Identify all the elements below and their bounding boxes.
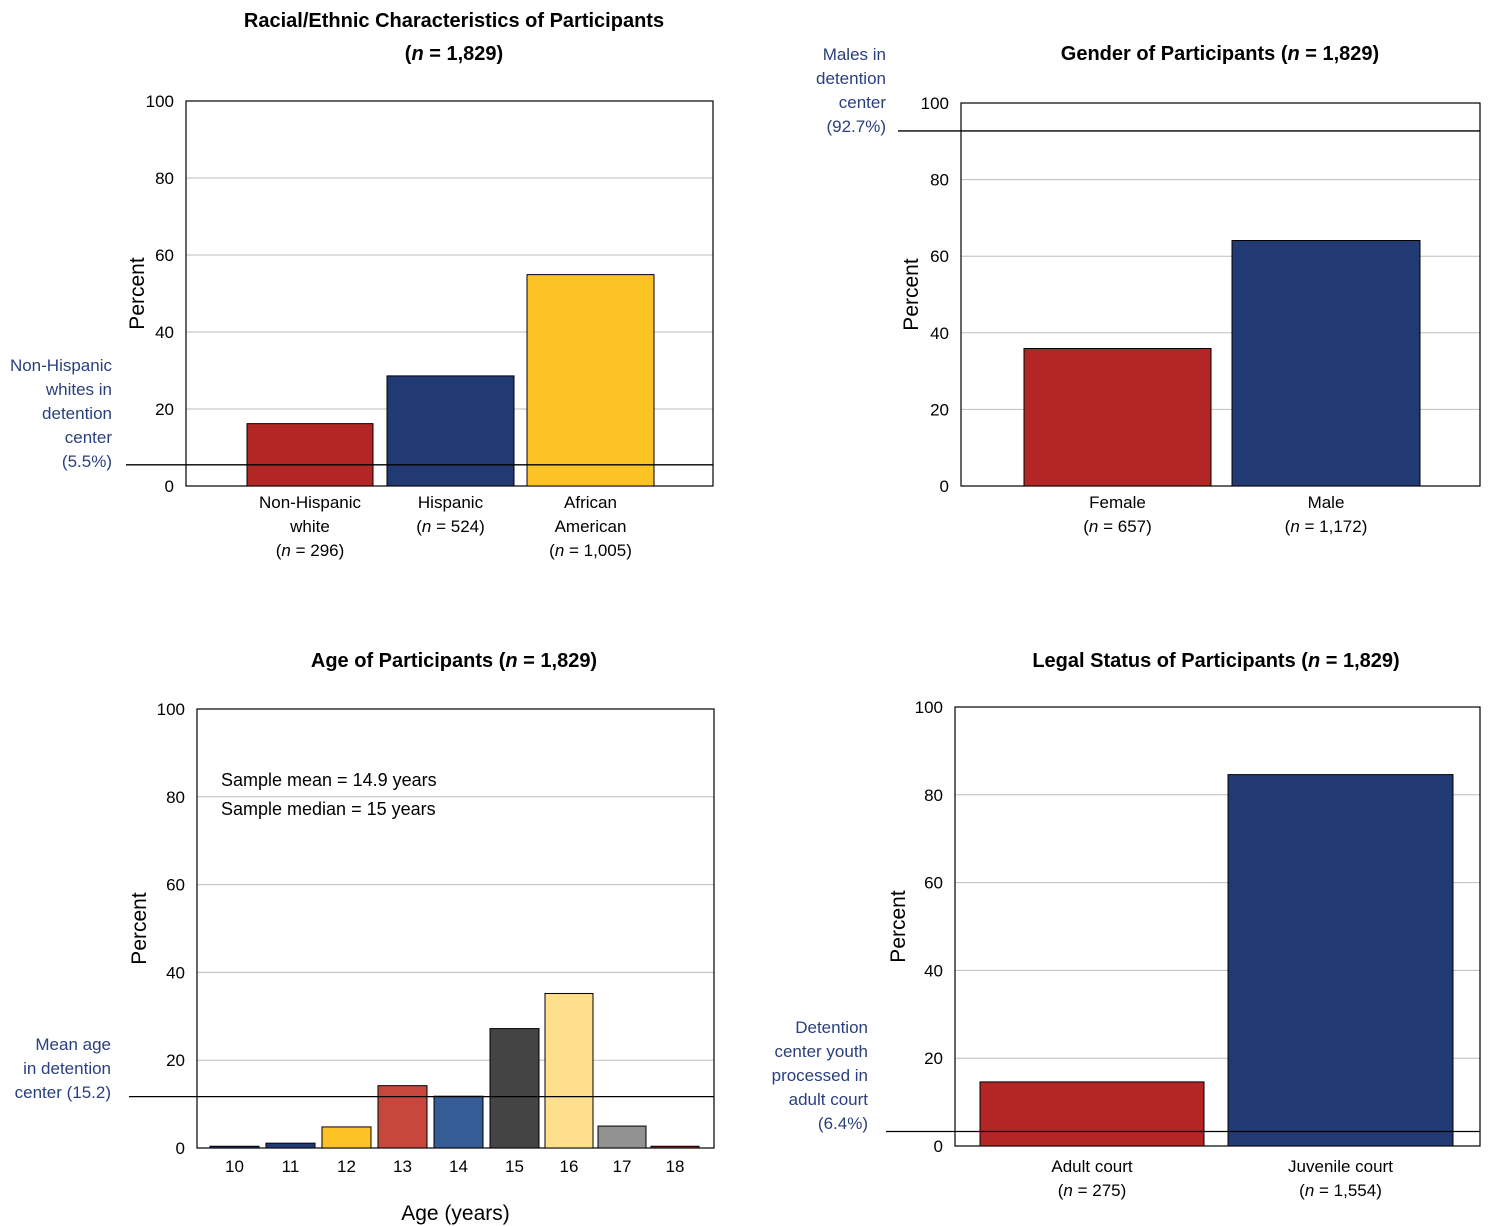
age-y-tick-label: 20	[166, 1051, 185, 1070]
legal-y-tick-label: 20	[924, 1049, 943, 1068]
race-category-label: Hispanic	[418, 493, 484, 512]
legal-y-tick-label: 60	[924, 874, 943, 893]
race-y-tick-label: 40	[155, 323, 174, 342]
age-bar	[377, 1085, 428, 1149]
race-y-tick-label: 80	[155, 169, 174, 188]
race-y-tick-label: 20	[155, 400, 174, 419]
race-reference-label: center	[65, 428, 113, 447]
age-chart-title: Age of Participants (n = 1,829)	[311, 650, 597, 672]
age-category-label: 17	[613, 1157, 632, 1176]
legal-chart-title: Legal Status of Participants (n = 1,829)	[1032, 650, 1399, 672]
gender-reference-label: center	[839, 93, 887, 112]
legal-category-label: (n = 1,554)	[1299, 1181, 1382, 1200]
race-category-label: white	[289, 517, 330, 536]
age-y-axis-label: Percent	[128, 892, 151, 965]
age-bar	[544, 992, 594, 1149]
legal-y-tick-label: 40	[924, 961, 943, 980]
legal-y-tick-label: 80	[924, 786, 943, 805]
gender-category-label: (n = 1,172)	[1285, 517, 1368, 536]
race-reference-label: detention	[42, 404, 112, 423]
legal-y-tick-label: 100	[915, 698, 943, 717]
gender-reference-label: detention	[816, 69, 886, 88]
age-bar	[265, 1142, 316, 1149]
race-chart-title: Racial/Ethnic Characteristics of Partici…	[244, 10, 664, 32]
age-reference-label: center (15.2)	[15, 1083, 111, 1102]
age-y-tick-label: 80	[166, 788, 185, 807]
gender-y-tick-label: 40	[930, 324, 949, 343]
race-category-label: Non-Hispanic	[259, 493, 362, 512]
age-category-label: 16	[560, 1157, 579, 1176]
age-category-label: 10	[225, 1157, 244, 1176]
legal-category-label: (n = 275)	[1058, 1181, 1127, 1200]
race-category-label: (n = 1,005)	[549, 541, 632, 560]
race-reference-label: whites in	[45, 380, 112, 399]
age-y-tick-label: 40	[166, 963, 185, 982]
race-y-tick-label: 100	[146, 92, 174, 111]
race-category-label: (n = 296)	[276, 541, 345, 560]
age-bar	[209, 1145, 260, 1149]
age-category-label: 18	[666, 1157, 685, 1176]
age-y-tick-label: 100	[157, 700, 185, 719]
age-bar	[597, 1125, 647, 1149]
race-category-label: (n = 524)	[416, 517, 485, 536]
gender-reference-label: Males in	[823, 45, 886, 64]
gender-y-tick-label: 100	[921, 94, 949, 113]
race-y-axis-label: Percent	[126, 257, 149, 330]
gender-y-tick-label: 20	[930, 400, 949, 419]
legal-y-tick-label: 0	[934, 1137, 943, 1156]
age-category-label: 15	[505, 1157, 524, 1176]
legal-bar	[979, 1081, 1205, 1147]
race-y-tick-label: 60	[155, 246, 174, 265]
age-bar	[650, 1145, 700, 1149]
gender-reference-label: (92.7%)	[826, 117, 886, 136]
gender-bar	[1023, 348, 1212, 487]
age-reference-label: Mean age	[35, 1035, 111, 1054]
legal-reference-label: adult court	[789, 1090, 869, 1109]
gender-y-tick-label: 0	[940, 477, 949, 496]
race-y-tick-label: 0	[165, 477, 174, 496]
age-x-axis-label: Age (years)	[401, 1202, 510, 1225]
race-bar	[386, 375, 515, 487]
gender-plot-frame	[960, 102, 1481, 487]
age-category-label: 14	[449, 1157, 468, 1176]
age-bar	[489, 1028, 540, 1149]
legal-y-axis-label: Percent	[887, 890, 910, 963]
age-y-tick-label: 60	[166, 876, 185, 895]
age-reference-label: in detention	[23, 1059, 111, 1078]
legal-category-label: Juvenile court	[1288, 1157, 1393, 1176]
age-bar	[321, 1126, 372, 1149]
legal-plot-frame	[954, 706, 1481, 1147]
age-category-label: 13	[393, 1157, 412, 1176]
legal-reference-label: (6.4%)	[818, 1114, 868, 1133]
age-bar	[433, 1095, 484, 1149]
race-bar	[246, 423, 374, 487]
age-annotation: Sample median = 15 years	[221, 799, 436, 819]
gender-category-label: Male	[1308, 493, 1345, 512]
race-reference-label: Non-Hispanic	[10, 356, 113, 375]
race-reference-label: (5.5%)	[62, 452, 112, 471]
age-category-label: 11	[282, 1157, 300, 1176]
race-bar	[526, 274, 655, 487]
legal-bar	[1227, 774, 1454, 1147]
race-category-label: African	[564, 493, 617, 512]
age-annotation: Sample mean = 14.9 years	[221, 770, 437, 790]
gender-chart-title: Gender of Participants (n = 1,829)	[1061, 43, 1379, 65]
legal-reference-label: center youth	[774, 1042, 868, 1061]
gender-y-tick-label: 60	[930, 247, 949, 266]
age-category-label: 12	[337, 1157, 356, 1176]
race-category-label: American	[555, 517, 627, 536]
age-y-tick-label: 0	[176, 1139, 185, 1158]
race-chart-title: (n = 1,829)	[405, 43, 503, 65]
gender-category-label: Female	[1089, 493, 1146, 512]
legal-reference-label: processed in	[772, 1066, 868, 1085]
legal-category-label: Adult court	[1051, 1157, 1133, 1176]
gender-category-label: (n = 657)	[1083, 517, 1152, 536]
legal-reference-label: Detention	[795, 1018, 868, 1037]
gender-y-tick-label: 80	[930, 171, 949, 190]
gender-bar	[1231, 239, 1421, 487]
gender-y-axis-label: Percent	[900, 258, 923, 331]
